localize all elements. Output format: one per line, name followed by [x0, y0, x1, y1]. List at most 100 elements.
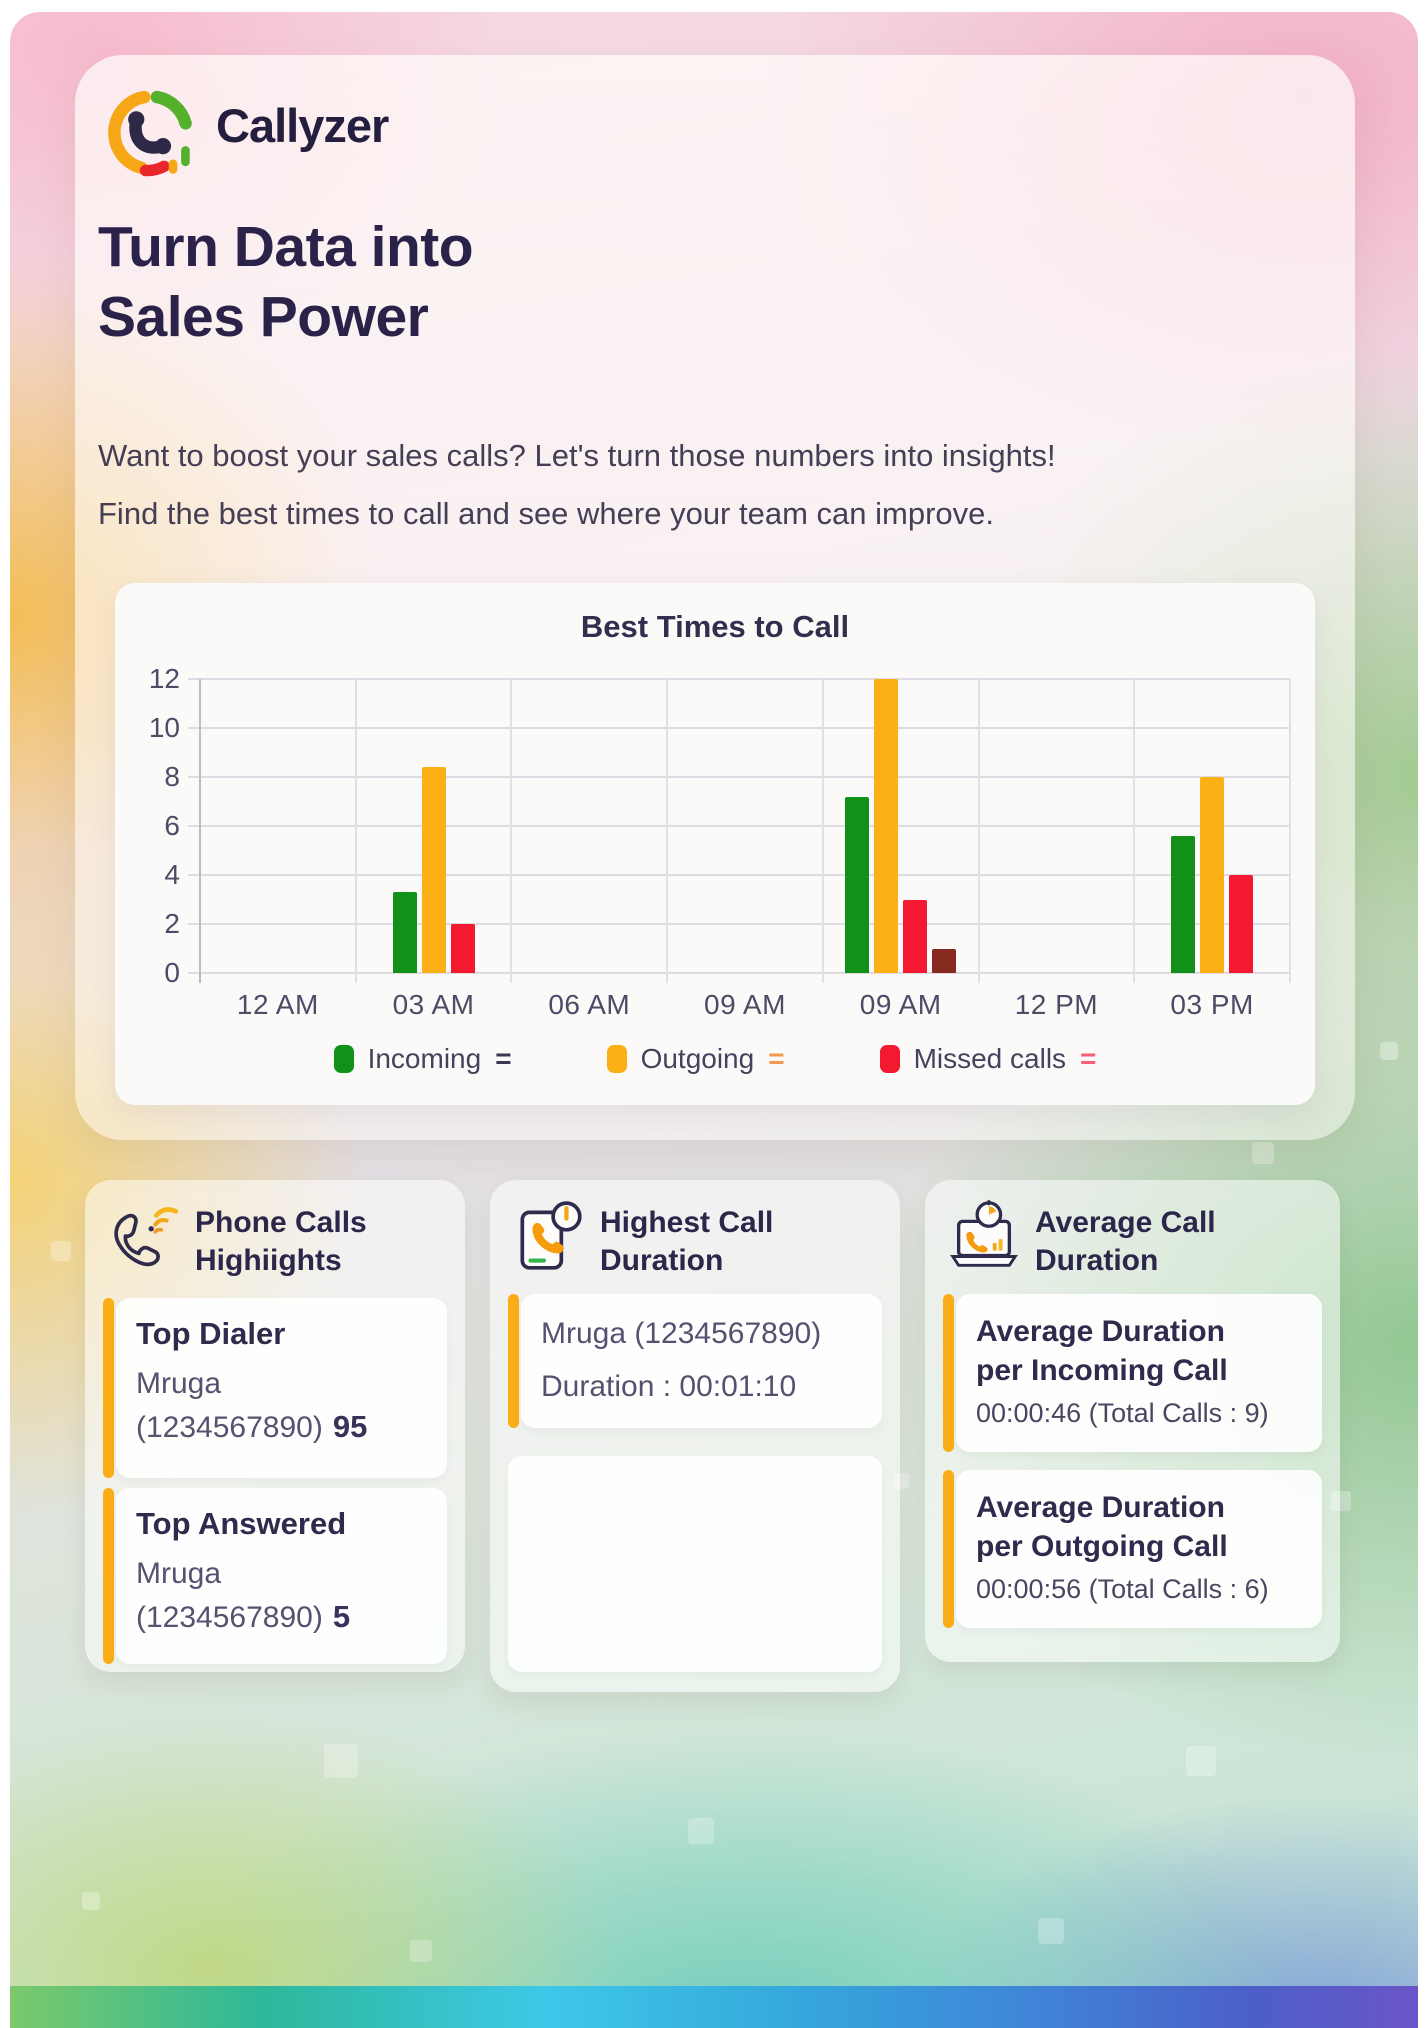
avg-incoming-subcard: Average Duration per Incoming Call 00:00… [943, 1294, 1322, 1452]
gridline [354, 679, 357, 983]
gridline [188, 972, 1290, 974]
page-title-line2: Sales Power [98, 285, 429, 349]
legend-swatch [606, 1045, 627, 1073]
legend-item: Incoming = [333, 1043, 512, 1075]
card-title: Phone Calls Highiights [195, 1204, 367, 1280]
card-title-line2: Duration [1035, 1244, 1159, 1277]
chart-bar [392, 892, 417, 973]
chart-bar [1200, 777, 1225, 973]
legend-equals: = [495, 1043, 512, 1074]
legend-label: Incoming [367, 1043, 482, 1074]
y-axis-tick-label: 6 [164, 810, 180, 841]
card-title-line2: Duration [600, 1244, 724, 1277]
phone-calls-highlights-card: Phone Calls Highiights Top Dialer Mruga … [85, 1180, 465, 1672]
gridline [188, 874, 1290, 876]
chart-legend: Incoming = Outgoing = Missed calls = [115, 1043, 1315, 1075]
y-axis-tick-label: 0 [164, 957, 180, 988]
card-title-line1: Average Call [1035, 1206, 1216, 1239]
top-dialer-name: Mruga [136, 1367, 222, 1400]
gridline [977, 679, 980, 983]
gridline [666, 679, 669, 983]
subtitle-line2: Find the best times to call and see wher… [98, 496, 994, 531]
top-answered-count: 5 [332, 1599, 351, 1634]
x-axis-tick-label: 12 PM [1014, 989, 1099, 1020]
legend-item: Missed calls = [879, 1043, 1097, 1075]
y-axis-tick-label: 8 [164, 761, 180, 792]
highest-duration-contact: Mruga (1234567890) [541, 1317, 822, 1350]
chart-bar [903, 899, 928, 973]
orange-accent-bar [103, 1298, 114, 1478]
x-axis-tick-label: 12 AM [236, 989, 319, 1020]
card-title: Average Call Duration [1035, 1204, 1216, 1280]
avg-outgoing-subcard: Average Duration per Outgoing Call 00:00… [943, 1470, 1322, 1628]
legend-label: Outgoing [640, 1043, 755, 1074]
chart-plot: 0 2 4 6 8 10 12 12 AM 03 AM 06 AM 09 AM 09 AM 12 PM 0… [149, 663, 1291, 1020]
laptop-stopwatch-icon [950, 1199, 1018, 1267]
legend-equals: = [1080, 1043, 1097, 1074]
top-dialer-title: Top Dialer [136, 1316, 286, 1351]
avg-incoming-title-line2: per Incoming Call [976, 1354, 1228, 1387]
y-axis-tick-label: 10 [148, 712, 180, 743]
chart-bar [932, 948, 957, 973]
gridline [510, 679, 513, 983]
bokeh-sparkles [0, 0, 2, 2]
y-axis-tick-label: 2 [164, 908, 180, 939]
card-title-line2: Highiights [195, 1244, 342, 1277]
x-axis-tick-label: 09 AM [704, 989, 786, 1020]
callyzer-logo-icon [108, 90, 192, 177]
card-header: Average Call Duration [945, 1198, 1332, 1280]
top-answered-number-row: (1234567890) 5 [136, 1595, 427, 1639]
top-dialer-count: 95 [332, 1409, 368, 1444]
top-dialer-number-row: (1234567890) 95 [136, 1405, 427, 1449]
gridline [188, 923, 1290, 925]
rainbow-footer-strip [10, 1986, 1418, 2028]
chart-title: Best Times to Call [580, 609, 850, 644]
subtitle-line1: Want to boost your sales calls? Let's tu… [98, 438, 1056, 473]
chart-bar [1229, 875, 1254, 973]
highest-call-duration-card: Highest Call Duration Mruga (1234567890)… [490, 1180, 900, 1692]
page-title-line1: Turn Data into [98, 215, 474, 279]
gridline [188, 825, 1290, 827]
orange-accent-bar [103, 1488, 114, 1664]
orange-accent-bar [943, 1294, 954, 1452]
x-axis-tick-label: 06 AM [548, 989, 631, 1020]
callyzer-wordmark: Callyzer [216, 99, 389, 152]
card-title-line1: Highest Call [600, 1206, 774, 1239]
legend-swatch [879, 1045, 900, 1073]
legend-item: Outgoing = [606, 1043, 785, 1075]
empty-subcard [508, 1456, 882, 1672]
y-axis-line [199, 679, 201, 983]
phone-waves-icon [114, 1207, 179, 1266]
average-call-duration-card: Average Call Duration Average Duration p… [925, 1180, 1340, 1662]
gridline [188, 776, 1290, 778]
legend-label: Missed calls [913, 1043, 1067, 1074]
chart-bar [450, 924, 475, 973]
phone-clock-icon [520, 1201, 582, 1270]
avg-outgoing-title-line2: per Outgoing Call [976, 1530, 1228, 1563]
best-times-chart-card: Best Times to Call 0 2 4 6 8 10 12 12 AM 03 AM 06… [115, 583, 1315, 1105]
highest-duration-subcard: Mruga (1234567890) Duration : 00:01:10 [508, 1294, 882, 1428]
card-header: Phone Calls Highiights [105, 1198, 457, 1280]
card-title-line1: Phone Calls [195, 1206, 367, 1239]
y-axis-tick-label: 12 [148, 663, 180, 694]
avg-incoming-value: 00:00:46 (Total Calls : 9) [976, 1398, 1269, 1428]
gridline [821, 679, 824, 983]
top-dialer-subcard: Top Dialer Mruga (1234567890) 95 [103, 1298, 447, 1478]
gridline [1289, 679, 1291, 983]
orange-accent-bar [508, 1294, 519, 1428]
x-axis-tick-label: 03 PM [1170, 989, 1254, 1020]
avg-outgoing-title-line1: Average Duration [976, 1491, 1225, 1524]
gridline [1133, 679, 1136, 983]
card-title: Highest Call Duration [600, 1204, 773, 1280]
legend-swatch [333, 1045, 354, 1073]
top-answered-title: Top Answered [136, 1506, 347, 1541]
chart-bar [421, 767, 446, 973]
orange-accent-bar [943, 1470, 954, 1628]
top-answered-number: (1234567890) [136, 1601, 323, 1634]
chart-bar [1171, 835, 1196, 973]
x-axis-tick-label: 03 AM [392, 989, 475, 1020]
card-header: Highest Call Duration [510, 1198, 892, 1280]
top-answered-name: Mruga [136, 1557, 222, 1590]
legend-equals: = [768, 1043, 785, 1074]
avg-outgoing-value: 00:00:56 (Total Calls : 6) [976, 1574, 1269, 1604]
